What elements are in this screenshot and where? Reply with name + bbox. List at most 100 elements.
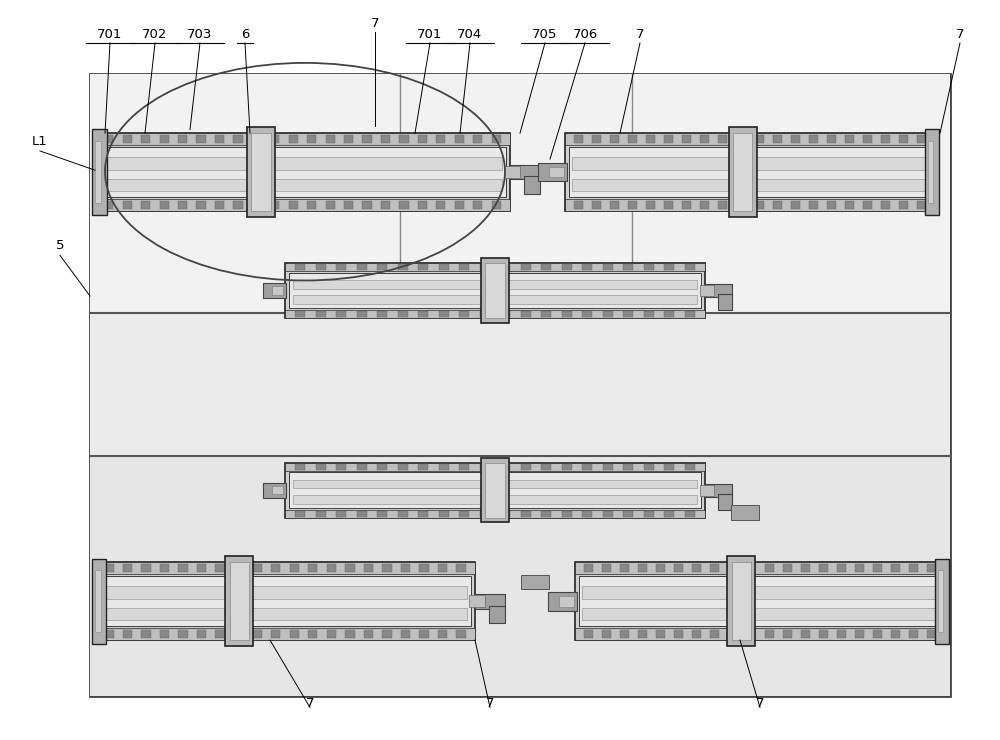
Bar — [399, 201, 409, 209]
Bar — [565, 133, 935, 145]
Bar — [682, 135, 691, 143]
Bar — [308, 564, 317, 572]
Bar — [579, 576, 941, 626]
Bar — [418, 135, 427, 143]
Bar — [271, 564, 280, 572]
Text: 7: 7 — [306, 697, 314, 710]
Bar — [90, 74, 950, 313]
Bar — [357, 511, 367, 517]
Bar — [316, 264, 326, 270]
Bar — [141, 630, 151, 639]
Bar — [623, 311, 633, 317]
Bar — [500, 311, 510, 317]
Bar — [364, 564, 373, 572]
Bar — [927, 564, 936, 572]
Bar — [765, 564, 774, 572]
Bar — [685, 264, 695, 270]
Bar — [439, 511, 449, 517]
Bar — [344, 135, 353, 143]
Bar — [234, 564, 243, 572]
Bar — [582, 464, 592, 470]
Bar — [459, 464, 469, 470]
Bar — [521, 464, 531, 470]
Bar — [336, 264, 346, 270]
Bar — [700, 135, 709, 143]
Bar — [233, 201, 243, 209]
Bar — [230, 562, 249, 640]
Bar — [455, 135, 464, 143]
Bar — [664, 264, 674, 270]
Bar — [336, 311, 346, 317]
Bar — [685, 464, 695, 470]
Text: 705: 705 — [532, 27, 558, 41]
Bar — [791, 135, 800, 143]
Bar — [141, 201, 150, 209]
Bar — [104, 201, 113, 209]
Bar — [592, 201, 601, 209]
Bar — [141, 135, 150, 143]
Bar — [674, 630, 683, 639]
Bar — [439, 311, 449, 317]
Bar — [562, 464, 572, 470]
Bar — [293, 480, 697, 488]
Bar — [837, 630, 846, 639]
Bar — [123, 630, 132, 639]
Bar — [295, 464, 305, 470]
Bar — [247, 127, 275, 217]
Bar — [891, 630, 900, 639]
Bar — [290, 630, 299, 639]
Bar — [559, 596, 574, 607]
Bar — [710, 564, 719, 572]
Bar — [90, 457, 950, 696]
Bar — [644, 464, 654, 470]
Bar — [95, 133, 510, 211]
Bar — [123, 135, 132, 143]
Bar — [215, 135, 224, 143]
Bar — [565, 199, 935, 211]
Bar — [178, 201, 187, 209]
Bar — [729, 127, 757, 217]
Bar — [562, 264, 572, 270]
Bar — [293, 280, 697, 289]
Bar — [401, 564, 410, 572]
Bar — [263, 283, 286, 297]
Bar — [700, 201, 709, 209]
Bar — [524, 176, 540, 194]
Bar — [225, 556, 253, 646]
Bar — [746, 564, 755, 572]
Bar — [285, 310, 705, 318]
Bar — [572, 157, 928, 169]
Bar — [938, 570, 943, 632]
Bar — [928, 141, 933, 204]
Bar — [917, 201, 926, 209]
Bar — [575, 562, 945, 574]
Bar — [253, 564, 262, 572]
Bar — [610, 135, 619, 143]
Bar — [791, 201, 800, 209]
Bar — [103, 178, 502, 191]
Bar — [881, 201, 890, 209]
Bar — [103, 608, 467, 620]
Bar — [485, 263, 505, 318]
Bar — [293, 495, 697, 504]
Bar — [289, 135, 298, 143]
Bar — [664, 511, 674, 517]
Bar — [610, 201, 619, 209]
Bar — [270, 201, 279, 209]
Bar — [664, 201, 673, 209]
Bar — [481, 458, 509, 522]
Bar — [602, 630, 611, 639]
Bar — [891, 564, 900, 572]
Bar — [459, 264, 469, 270]
Text: 6: 6 — [241, 27, 249, 41]
Bar — [718, 295, 732, 311]
Bar — [295, 311, 305, 317]
Bar — [664, 135, 673, 143]
Bar — [418, 264, 428, 270]
Bar — [603, 464, 613, 470]
Bar — [873, 630, 882, 639]
Bar — [801, 630, 810, 639]
Bar — [234, 630, 243, 639]
Bar — [917, 135, 926, 143]
Bar — [270, 135, 279, 143]
